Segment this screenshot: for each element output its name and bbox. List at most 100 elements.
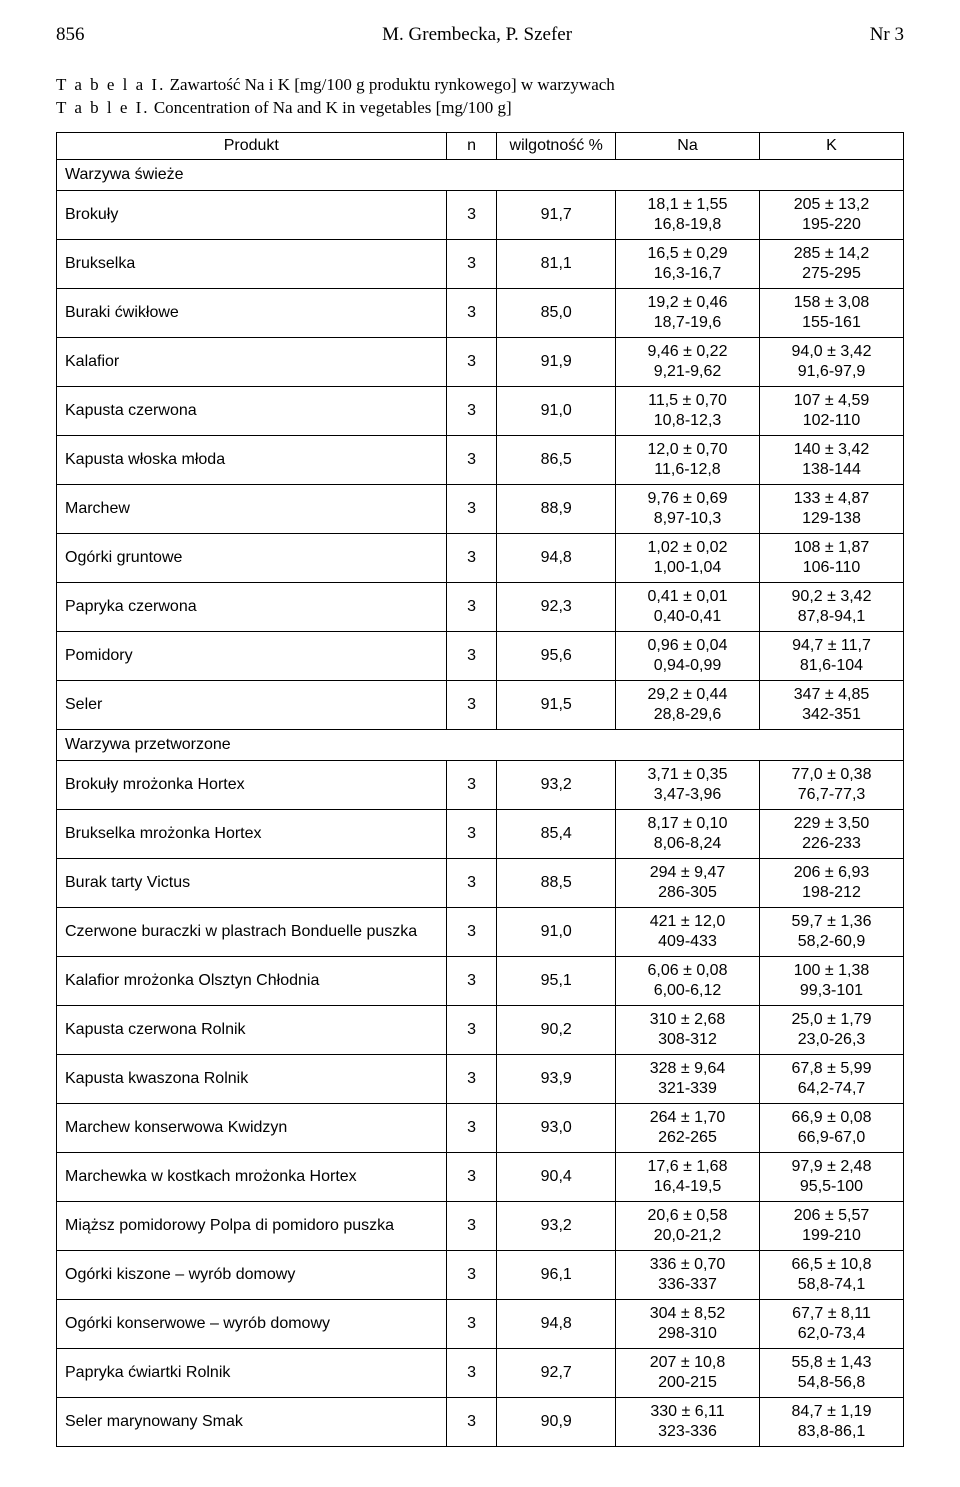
- cell-k: 100 ± 1,3899,3-101: [759, 956, 903, 1005]
- cell-n: 3: [446, 1054, 497, 1103]
- cell-na: 328 ± 9,64321-339: [616, 1054, 760, 1103]
- cell-wilg: 90,4: [497, 1152, 616, 1201]
- cell-product: Buraki ćwikłowe: [57, 288, 447, 337]
- cell-k: 90,2 ± 3,4287,8-94,1: [759, 582, 903, 631]
- col-product: Produkt: [57, 132, 447, 159]
- col-k: K: [759, 132, 903, 159]
- cell-n: 3: [446, 288, 497, 337]
- page-title: M. Grembecka, P. Szefer: [382, 24, 572, 46]
- table-row: Brokuły391,718,1 ± 1,5516,8-19,8205 ± 13…: [57, 190, 904, 239]
- cell-product: Ogórki konserwowe – wyrób domowy: [57, 1299, 447, 1348]
- cell-n: 3: [446, 809, 497, 858]
- cell-product: Brukselka: [57, 239, 447, 288]
- col-na: Na: [616, 132, 760, 159]
- cell-k: 66,5 ± 10,858,8-74,1: [759, 1250, 903, 1299]
- cell-wilg: 91,0: [497, 907, 616, 956]
- cell-na: 330 ± 6,11323-336: [616, 1397, 760, 1446]
- cell-product: Marchew: [57, 484, 447, 533]
- cell-na: 29,2 ± 0,4428,8-29,6: [616, 680, 760, 729]
- cell-na: 3,71 ± 0,353,47-3,96: [616, 760, 760, 809]
- cell-product: Seler marynowany Smak: [57, 1397, 447, 1446]
- cell-product: Seler: [57, 680, 447, 729]
- table-label-en: T a b l e I.: [56, 98, 150, 117]
- cell-product: Miąższ pomidorowy Polpa di pomidoro pusz…: [57, 1201, 447, 1250]
- cell-k: 108 ± 1,87106-110: [759, 533, 903, 582]
- table-row: Kalafior mrożonka Olsztyn Chłodnia395,16…: [57, 956, 904, 1005]
- cell-k: 140 ± 3,42138-144: [759, 435, 903, 484]
- page-number-left: 856: [56, 24, 85, 46]
- cell-n: 3: [446, 1005, 497, 1054]
- cell-k: 25,0 ± 1,7923,0-26,3: [759, 1005, 903, 1054]
- cell-wilg: 93,9: [497, 1054, 616, 1103]
- table-row: Marchew konserwowa Kwidzyn393,0264 ± 1,7…: [57, 1103, 904, 1152]
- cell-k: 84,7 ± 1,1983,8-86,1: [759, 1397, 903, 1446]
- cell-product: Kalafior mrożonka Olsztyn Chłodnia: [57, 956, 447, 1005]
- cell-k: 158 ± 3,08155-161: [759, 288, 903, 337]
- cell-n: 3: [446, 190, 497, 239]
- cell-product: Kalafior: [57, 337, 447, 386]
- cell-wilg: 88,9: [497, 484, 616, 533]
- cell-n: 3: [446, 533, 497, 582]
- cell-product: Kapusta kwaszona Rolnik: [57, 1054, 447, 1103]
- cell-wilg: 92,7: [497, 1348, 616, 1397]
- cell-product: Ogórki gruntowe: [57, 533, 447, 582]
- cell-n: 3: [446, 435, 497, 484]
- cell-wilg: 91,0: [497, 386, 616, 435]
- table-row: Czerwone buraczki w plastrach Bonduelle …: [57, 907, 904, 956]
- cell-n: 3: [446, 1201, 497, 1250]
- cell-na: 421 ± 12,0409-433: [616, 907, 760, 956]
- cell-k: 67,8 ± 5,9964,2-74,7: [759, 1054, 903, 1103]
- cell-na: 0,41 ± 0,010,40-0,41: [616, 582, 760, 631]
- table-row: Seler391,529,2 ± 0,4428,8-29,6347 ± 4,85…: [57, 680, 904, 729]
- table-row: Kapusta kwaszona Rolnik393,9328 ± 9,6432…: [57, 1054, 904, 1103]
- cell-product: Brokuły: [57, 190, 447, 239]
- table-row: Kalafior391,99,46 ± 0,229,21-9,6294,0 ± …: [57, 337, 904, 386]
- cell-n: 3: [446, 680, 497, 729]
- cell-k: 55,8 ± 1,4354,8-56,8: [759, 1348, 903, 1397]
- cell-na: 6,06 ± 0,086,00-6,12: [616, 956, 760, 1005]
- cell-product: Papryka ćwiartki Rolnik: [57, 1348, 447, 1397]
- table-title-en: Concentration of Na and K in vegetables …: [154, 98, 512, 117]
- col-n: n: [446, 132, 497, 159]
- section-label: Warzywa przetworzone: [57, 729, 904, 760]
- col-wilg: wilgotność %: [497, 132, 616, 159]
- table-row: Marchewka w kostkach mrożonka Hortex390,…: [57, 1152, 904, 1201]
- cell-wilg: 86,5: [497, 435, 616, 484]
- cell-na: 0,96 ± 0,040,94-0,99: [616, 631, 760, 680]
- cell-na: 20,6 ± 0,5820,0-21,2: [616, 1201, 760, 1250]
- cell-na: 16,5 ± 0,2916,3-16,7: [616, 239, 760, 288]
- table-row: Pomidory395,60,96 ± 0,040,94-0,9994,7 ± …: [57, 631, 904, 680]
- cell-n: 3: [446, 956, 497, 1005]
- cell-na: 18,1 ± 1,5516,8-19,8: [616, 190, 760, 239]
- cell-product: Ogórki kiszone – wyrób domowy: [57, 1250, 447, 1299]
- cell-na: 310 ± 2,68308-312: [616, 1005, 760, 1054]
- cell-n: 3: [446, 386, 497, 435]
- cell-wilg: 96,1: [497, 1250, 616, 1299]
- cell-k: 285 ± 14,2275-295: [759, 239, 903, 288]
- cell-product: Pomidory: [57, 631, 447, 680]
- cell-k: 94,7 ± 11,781,6-104: [759, 631, 903, 680]
- cell-na: 207 ± 10,8200-215: [616, 1348, 760, 1397]
- cell-product: Kapusta czerwona Rolnik: [57, 1005, 447, 1054]
- cell-wilg: 85,0: [497, 288, 616, 337]
- table-row: Burak tarty Victus388,5294 ± 9,47286-305…: [57, 858, 904, 907]
- cell-product: Marchew konserwowa Kwidzyn: [57, 1103, 447, 1152]
- cell-k: 347 ± 4,85342-351: [759, 680, 903, 729]
- table-label-pl: T a b e l a I.: [56, 75, 165, 94]
- table-row: Miąższ pomidorowy Polpa di pomidoro pusz…: [57, 1201, 904, 1250]
- table-row: Brukselka381,116,5 ± 0,2916,3-16,7285 ± …: [57, 239, 904, 288]
- cell-wilg: 91,9: [497, 337, 616, 386]
- cell-na: 264 ± 1,70262-265: [616, 1103, 760, 1152]
- table-row: Brokuły mrożonka Hortex393,23,71 ± 0,353…: [57, 760, 904, 809]
- cell-k: 205 ± 13,2195-220: [759, 190, 903, 239]
- cell-k: 97,9 ± 2,4895,5-100: [759, 1152, 903, 1201]
- table-row: Kapusta czerwona391,011,5 ± 0,7010,8-12,…: [57, 386, 904, 435]
- table-caption: T a b e l a I. Zawartość Na i K [mg/100 …: [56, 74, 904, 120]
- cell-n: 3: [446, 1299, 497, 1348]
- cell-wilg: 93,2: [497, 760, 616, 809]
- cell-wilg: 94,8: [497, 533, 616, 582]
- page-header: 856 M. Grembecka, P. Szefer Nr 3: [56, 24, 904, 46]
- cell-product: Kapusta włoska młoda: [57, 435, 447, 484]
- section-row: Warzywa świeże: [57, 159, 904, 190]
- cell-wilg: 90,2: [497, 1005, 616, 1054]
